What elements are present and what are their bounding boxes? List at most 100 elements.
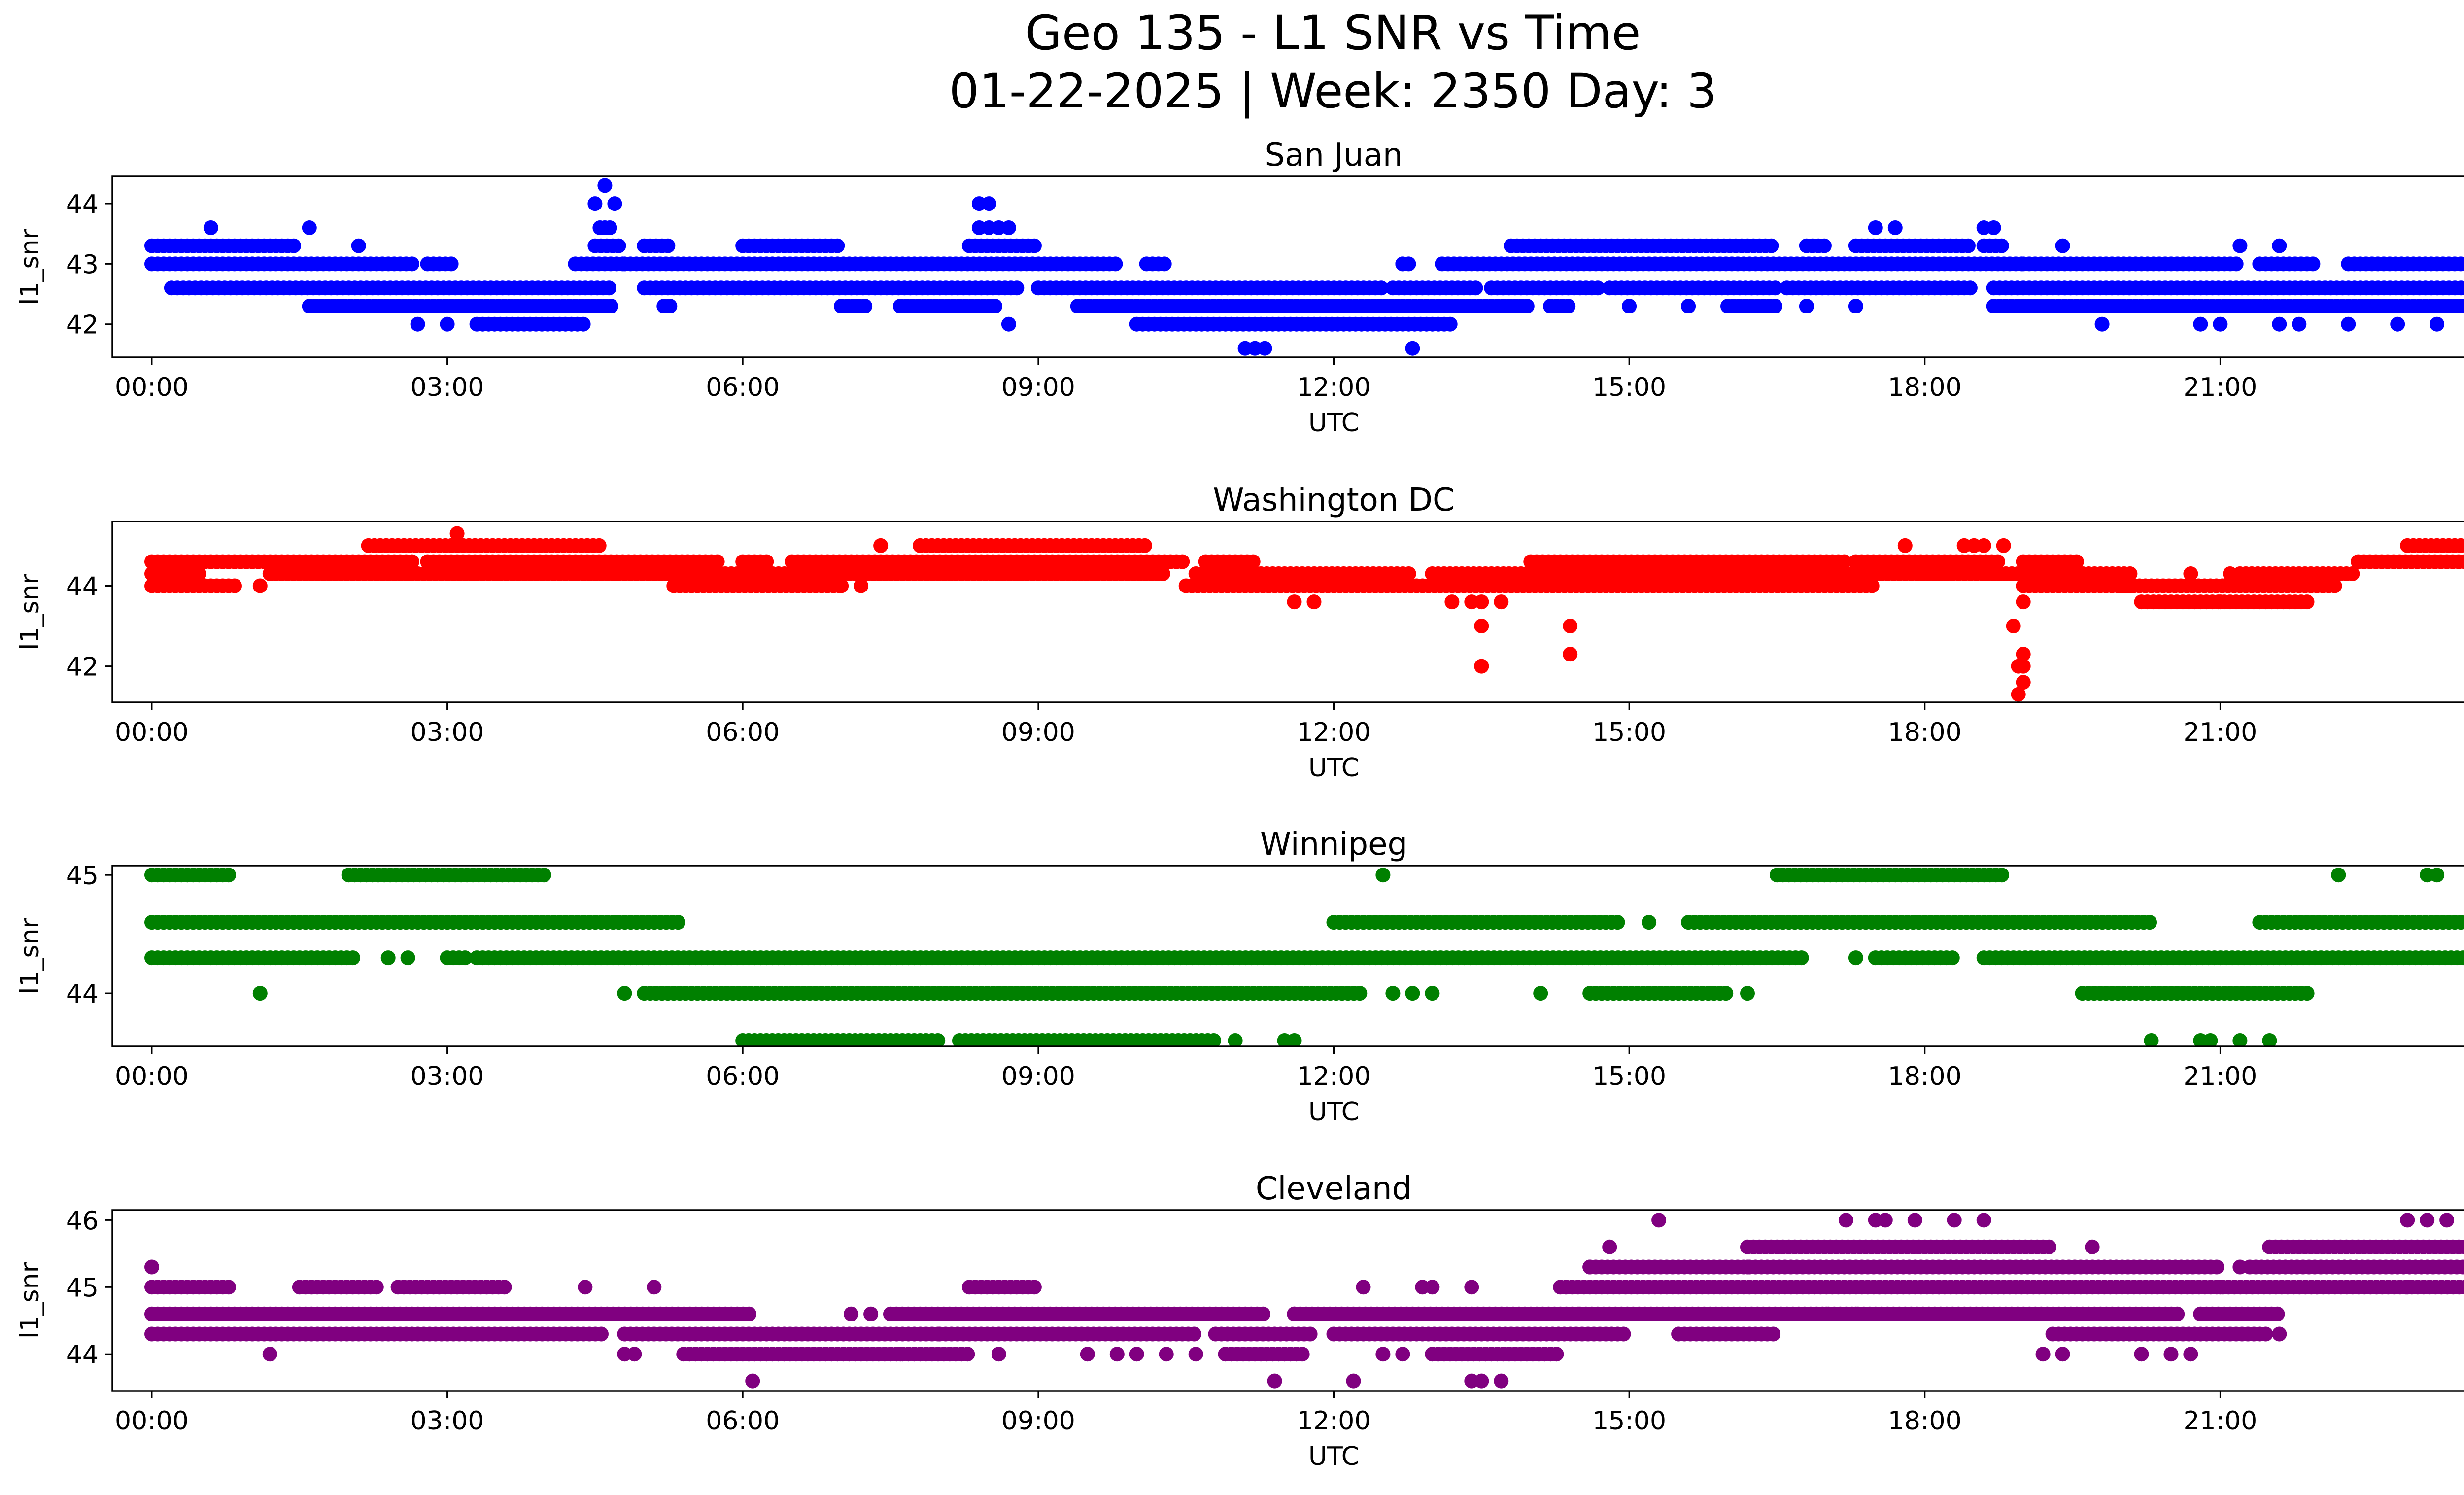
data-point: [1474, 619, 1489, 633]
data-point: [2016, 647, 2031, 662]
x-tick-label: 12:00: [1297, 718, 1371, 747]
data-point: [1444, 594, 1460, 610]
data-points: [144, 868, 2464, 1046]
data-point: [1108, 256, 1123, 272]
data-point: [1302, 1326, 1318, 1342]
data-point: [351, 238, 366, 253]
data-point: [988, 299, 1002, 313]
data-point: [1155, 566, 1170, 581]
data-point: [2163, 1347, 2179, 1362]
data-point: [2327, 578, 2342, 593]
data-point: [144, 1259, 159, 1275]
x-tick-label: 00:00: [115, 1406, 189, 1436]
data-point: [2193, 316, 2208, 332]
data-point: [2035, 1347, 2051, 1362]
data-point: [2016, 594, 2031, 610]
data-point: [252, 578, 268, 593]
data-point: [2069, 554, 2084, 569]
data-point: [1405, 341, 1420, 356]
data-point: [1994, 868, 2009, 883]
data-point: [345, 950, 360, 966]
data-point: [2209, 1259, 2224, 1275]
data-point: [2213, 1280, 2228, 1295]
data-point: [2459, 299, 2464, 313]
data-point: [1602, 1239, 1617, 1254]
x-tick-label: 15:00: [1592, 1406, 1666, 1436]
data-point: [893, 1347, 908, 1362]
data-point: [1740, 1259, 1755, 1275]
data-point: [607, 196, 622, 211]
data-point: [2457, 554, 2464, 569]
y-tick-label: 46: [66, 1206, 99, 1236]
data-point: [1395, 256, 1410, 272]
data-point: [2341, 316, 2356, 332]
subplot-2: Winnipeg 00:00 03:00 06:00 09:00 12:00 15:00 18…: [15, 826, 2464, 1127]
data-point: [1519, 299, 1535, 313]
data-point: [597, 178, 613, 193]
data-point: [1642, 915, 1657, 930]
data-point: [405, 554, 419, 569]
data-point: [1080, 1347, 1095, 1362]
data-point: [960, 1347, 975, 1362]
x-tick-label: 09:00: [1001, 1406, 1075, 1436]
x-axis-label: UTC: [1308, 408, 1359, 438]
data-point: [603, 299, 618, 313]
data-point: [2232, 238, 2248, 253]
data-point: [1561, 299, 1576, 313]
data-point: [1794, 950, 1809, 966]
data-point: [2122, 566, 2138, 581]
subplot-title: Cleveland: [1256, 1171, 1412, 1207]
data-point: [2459, 257, 2464, 271]
data-point: [252, 986, 268, 1001]
data-point: [2258, 1326, 2273, 1342]
data-point: [405, 256, 419, 272]
data-point: [1610, 915, 1625, 930]
data-point: [440, 316, 455, 332]
data-point: [1287, 594, 1302, 610]
data-point: [1887, 220, 1903, 235]
data-point: [2055, 1347, 2070, 1362]
data-point: [1837, 554, 1852, 569]
x-tick-label: 12:00: [1297, 373, 1371, 402]
data-point: [2420, 1213, 2435, 1228]
data-point: [1681, 299, 1696, 313]
y-axis-label: l1_snr: [15, 228, 45, 305]
data-point: [1385, 986, 1401, 1001]
data-point: [1287, 1033, 1302, 1046]
data-point: [578, 1280, 593, 1295]
data-point: [1533, 986, 1548, 1001]
data-point: [1187, 1326, 1201, 1342]
data-point: [2430, 868, 2445, 883]
data-point: [1228, 1033, 1243, 1046]
figure-title-line2: 01-22-2025 | Week: 2350 Day: 3: [949, 64, 1717, 119]
data-point: [1425, 1280, 1440, 1295]
data-point: [671, 915, 685, 930]
data-point: [854, 578, 869, 593]
x-tick-label: 18:00: [1888, 1062, 1962, 1091]
data-point: [2390, 316, 2405, 332]
data-point: [1257, 341, 1272, 356]
data-point: [1994, 238, 2009, 253]
data-point: [380, 950, 396, 966]
y-tick-label: 45: [66, 1273, 99, 1303]
data-point: [587, 196, 603, 211]
data-point: [1976, 538, 1991, 553]
data-point: [2203, 1033, 2218, 1046]
data-point: [863, 1306, 879, 1321]
data-point: [469, 566, 484, 581]
data-point: [2142, 915, 2157, 930]
data-point: [1907, 1213, 1922, 1228]
data-point: [2455, 950, 2464, 966]
subplot-3: Cleveland 00:00 03:00 06:00 09:00 12:00 15:00 1…: [15, 1171, 2464, 1471]
x-tick-label: 03:00: [411, 718, 484, 747]
data-point: [1996, 538, 2011, 553]
data-point: [1027, 238, 1042, 253]
data-point: [576, 316, 591, 332]
data-point: [1129, 1347, 1144, 1362]
data-point: [991, 566, 1006, 581]
data-point: [1206, 1033, 1221, 1046]
data-point: [2170, 1306, 2185, 1321]
data-point: [1009, 280, 1025, 296]
data-point: [1764, 238, 1779, 253]
data-point: [2016, 675, 2031, 690]
